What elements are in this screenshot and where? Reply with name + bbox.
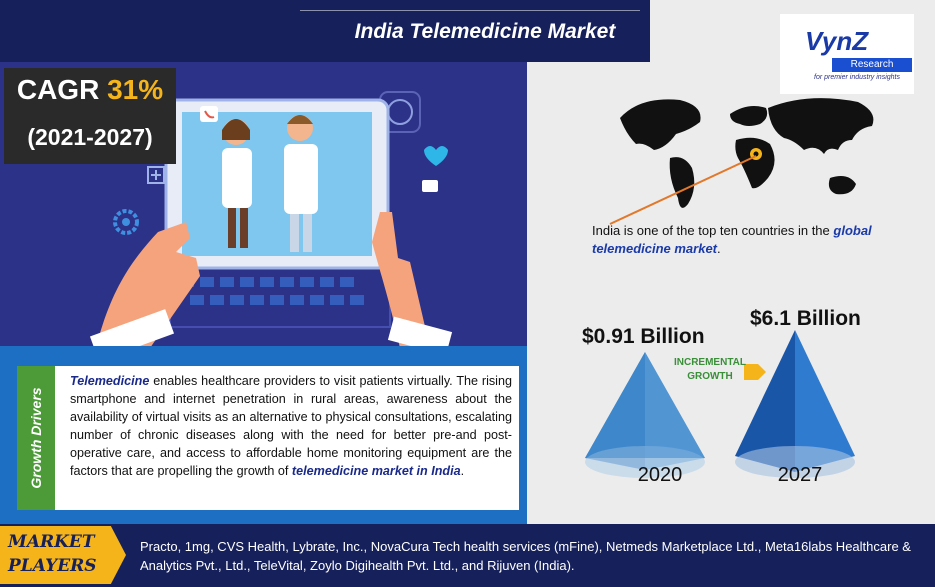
map-caption-bold: global telemedicine market [592, 223, 872, 256]
growth-drivers-tab [17, 366, 55, 510]
growth-drivers-label: Growth Drivers [28, 387, 44, 489]
cagr-box [4, 68, 176, 164]
map-caption: India is one of the top ten countries in… [592, 222, 922, 266]
logo [780, 14, 914, 94]
logo-name: VynZ [805, 26, 869, 56]
cagr-period: (2021-2027) [27, 124, 153, 150]
tablet-screen [182, 112, 372, 256]
cagr-label: CAGR [16, 74, 108, 105]
heart-icon [424, 146, 448, 166]
doctor-female [222, 119, 252, 248]
growth-drivers-lead: Telemedicine [70, 374, 150, 388]
growth-drivers-end: . [460, 464, 465, 478]
value-2027: $6.1 Billion [750, 307, 861, 330]
year-2027: 2027 [777, 464, 823, 486]
value-2020: $0.91 Billion [582, 325, 705, 348]
market-players-label: MARKET PLAYERS [8, 530, 118, 582]
right-hand [372, 212, 430, 348]
map-caption-end: . [717, 241, 721, 256]
incremental-line1: INCREMENTAL [673, 357, 747, 368]
title-underline [300, 10, 640, 11]
logo-sub: Research [832, 58, 912, 72]
growth-drivers-text: Telemedicine enables healthcare provider… [70, 372, 512, 506]
telemedicine-illustration [89, 91, 453, 348]
keyboard-decoration [169, 266, 391, 328]
page-title: India Telemedicine Market [354, 20, 616, 43]
growth-drivers-body: enables healthcare providers to visit pa… [70, 374, 512, 478]
market-players-line2: PLAYERS [8, 556, 97, 576]
growth-drivers-tail: telemedicine market in India [291, 464, 461, 478]
world-map-icon [620, 98, 874, 208]
logo-tagline: for premier industry insights [814, 74, 900, 81]
growth-drivers-box [55, 366, 519, 510]
chat-icon [422, 180, 438, 192]
market-players-list: Practo, 1mg, CVS Health, Lybrate, Inc., … [140, 539, 911, 573]
market-players-line1: MARKET [8, 532, 95, 552]
incremental-growth-label: INCREMENTAL GROWTH [664, 356, 756, 386]
year-2020: 2020 [637, 464, 683, 486]
incremental-line2: GROWTH [687, 371, 733, 382]
doctor-male [284, 115, 318, 252]
market-players-tag [0, 526, 126, 584]
gear-icon [113, 209, 139, 235]
cone-2027 [735, 330, 855, 478]
cagr-value: CAGR 31% [4, 74, 176, 116]
market-players-band [0, 524, 935, 587]
map-pointer-line [609, 155, 757, 225]
cone-2020 [585, 352, 705, 478]
map-caption-text: India is one of the top ten countries in… [592, 223, 834, 238]
phone-icon [200, 106, 218, 122]
plus-icon [147, 166, 165, 184]
arrow-right-icon [744, 364, 766, 380]
left-hand [96, 222, 200, 348]
cagr-percent: 31% [107, 74, 164, 105]
